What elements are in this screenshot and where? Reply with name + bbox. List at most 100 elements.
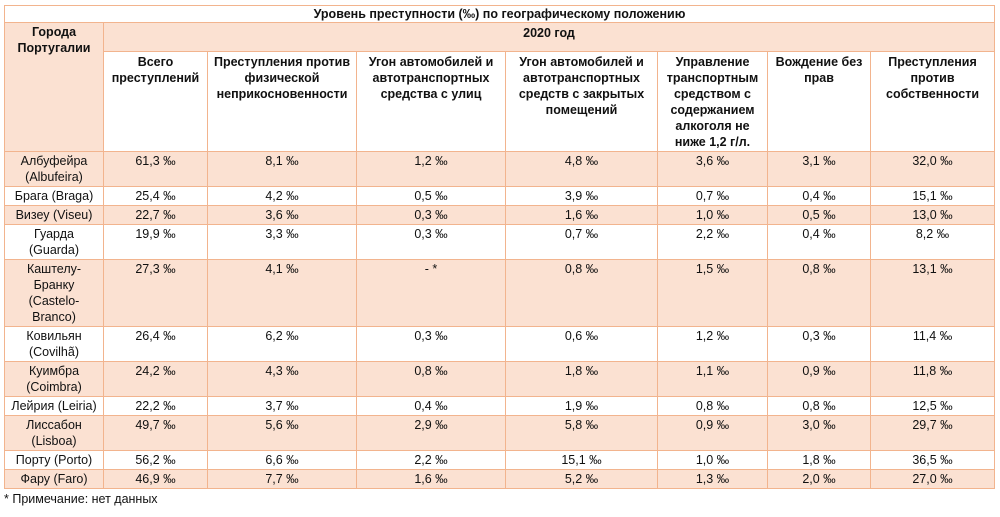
value-cell: 8,2 ‰ (869, 224, 996, 260)
value-cell: 1,2 ‰ (356, 151, 506, 187)
table-row: Лиссабон (Lisboa) 49,7 ‰ 5,6 ‰ 2,9 ‰ 5,8 ‰ 0,… (4, 415, 996, 451)
value-cell: 4,1 ‰ (207, 259, 357, 327)
value-cell: 0,8 ‰ (505, 259, 658, 327)
value-cell: 22,7 ‰ (103, 205, 208, 225)
crime-rate-table: Уровень преступности (‰) по географическ… (3, 5, 996, 489)
value-cell: 32,0 ‰ (869, 151, 996, 187)
column-header: Преступления против физической неприкосн… (207, 51, 357, 152)
column-header: Всего преступлений (103, 51, 208, 152)
value-cell: 0,8 ‰ (356, 361, 506, 397)
value-cell: 0,8 ‰ (767, 259, 871, 327)
value-cell: 3,7 ‰ (207, 396, 357, 416)
value-cell: 27,0 ‰ (869, 469, 996, 489)
column-header: Вождение без прав (767, 51, 871, 152)
table-row: Гуарда (Guarda) 19,9 ‰ 3,3 ‰ 0,3 ‰ 0,7 ‰ 2,2 … (4, 224, 996, 260)
value-cell: 24,2 ‰ (103, 361, 208, 397)
value-cell: 0,3 ‰ (767, 326, 871, 362)
value-cell: 56,2 ‰ (103, 450, 208, 470)
value-cell: 5,2 ‰ (505, 469, 658, 489)
value-cell: 6,2 ‰ (207, 326, 357, 362)
column-header: Преступления против собственности (869, 51, 996, 152)
value-cell: 4,2 ‰ (207, 186, 357, 206)
table-row: Лейрия (Leiria) 22,2 ‰ 3,7 ‰ 0,4 ‰ 1,9 ‰ 0,8 … (4, 396, 996, 416)
city-cell: Албуфейра (Albufeira) (4, 151, 104, 187)
value-cell: 61,3 ‰ (103, 151, 208, 187)
column-header: Угон автомобилей и автотранспортных сред… (356, 51, 506, 152)
value-cell: 29,7 ‰ (869, 415, 996, 451)
value-cell: 13,1 ‰ (869, 259, 996, 327)
value-cell: 1,3 ‰ (657, 469, 768, 489)
value-cell: 0,4 ‰ (767, 224, 871, 260)
value-cell: 6,6 ‰ (207, 450, 357, 470)
value-cell: 13,0 ‰ (869, 205, 996, 225)
value-cell: 2,2 ‰ (657, 224, 768, 260)
value-cell: 0,7 ‰ (505, 224, 658, 260)
table-row: Каштелу-Бранку (Castelo-Branco) 27,3 ‰ 4,1… (4, 259, 996, 327)
value-cell: 0,4 ‰ (767, 186, 871, 206)
value-cell: 0,5 ‰ (767, 205, 871, 225)
city-column-header: Города Португалии (4, 22, 104, 152)
city-cell: Ковильян (Covilhã) (4, 326, 104, 362)
table-row: Фару (Faro) 46,9 ‰ 7,7 ‰ 1,6 ‰ 5,2 ‰ 1,3 ‰ 2,0… (4, 469, 996, 489)
value-cell: 0,3 ‰ (356, 326, 506, 362)
value-cell: 1,0 ‰ (657, 450, 768, 470)
value-cell: 26,4 ‰ (103, 326, 208, 362)
city-cell: Визеу (Viseu) (4, 205, 104, 225)
value-cell: 0,9 ‰ (657, 415, 768, 451)
value-cell: 15,1 ‰ (869, 186, 996, 206)
value-cell: 1,8 ‰ (767, 450, 871, 470)
value-cell: 4,8 ‰ (505, 151, 658, 187)
footnote: * Примечание: нет данных (4, 492, 158, 506)
value-cell: 3,3 ‰ (207, 224, 357, 260)
column-header: Угон автомобилей и автотранспортных сред… (505, 51, 658, 152)
value-cell: 5,6 ‰ (207, 415, 357, 451)
value-cell: 0,7 ‰ (657, 186, 768, 206)
value-cell: 0,5 ‰ (356, 186, 506, 206)
value-cell: 46,9 ‰ (103, 469, 208, 489)
column-header: Управление транспортным средством с соде… (657, 51, 768, 152)
table-row: Визеу (Viseu) 22,7 ‰ 3,6 ‰ 0,3 ‰ 1,6 ‰ 1,0 ‰ 0… (4, 205, 996, 225)
value-cell: 22,2 ‰ (103, 396, 208, 416)
value-cell: 11,8 ‰ (869, 361, 996, 397)
value-cell: 27,3 ‰ (103, 259, 208, 327)
table-row: Брага (Braga) 25,4 ‰ 4,2 ‰ 0,5 ‰ 3,9 ‰ 0,7 ‰ 0… (4, 186, 996, 206)
city-cell: Гуарда (Guarda) (4, 224, 104, 260)
value-cell: 8,1 ‰ (207, 151, 357, 187)
value-cell: 1,0 ‰ (657, 205, 768, 225)
value-cell: 25,4 ‰ (103, 186, 208, 206)
city-cell: Брага (Braga) (4, 186, 104, 206)
table-row: Куимбра (Coimbra) 24,2 ‰ 4,3 ‰ 0,8 ‰ 1,8 ‰ 1,… (4, 361, 996, 397)
value-cell: 0,3 ‰ (356, 224, 506, 260)
table-row: Порту (Porto) 56,2 ‰ 6,6 ‰ 2,2 ‰ 15,1 ‰ 1,0 ‰… (4, 450, 996, 470)
value-cell: 4,3 ‰ (207, 361, 357, 397)
value-cell: 3,6 ‰ (657, 151, 768, 187)
value-cell: 0,4 ‰ (356, 396, 506, 416)
value-cell: 7,7 ‰ (207, 469, 357, 489)
city-cell: Лейрия (Leiria) (4, 396, 104, 416)
value-cell: 1,6 ‰ (505, 205, 658, 225)
table-body: Албуфейра (Albufeira) 61,3 ‰ 8,1 ‰ 1,2 ‰ 4,8… (4, 151, 996, 489)
city-cell: Куимбра (Coimbra) (4, 361, 104, 397)
value-cell: 3,0 ‰ (767, 415, 871, 451)
table-title: Уровень преступности (‰) по географическ… (3, 5, 996, 23)
document: Уровень преступности (‰) по географическ… (3, 5, 996, 506)
table-row: Албуфейра (Albufeira) 61,3 ‰ 8,1 ‰ 1,2 ‰ 4,8… (4, 151, 996, 187)
column-header-row: Всего преступлений Преступления против фи… (5, 51, 996, 152)
value-cell: 1,9 ‰ (505, 396, 658, 416)
value-cell: 2,0 ‰ (767, 469, 871, 489)
value-cell: 1,1 ‰ (657, 361, 768, 397)
value-cell: 1,6 ‰ (356, 469, 506, 489)
value-cell: 3,1 ‰ (767, 151, 871, 187)
city-cell: Фару (Faro) (4, 469, 104, 489)
city-cell: Каштелу-Бранку (Castelo-Branco) (4, 259, 104, 327)
value-cell: 2,9 ‰ (356, 415, 506, 451)
value-cell: 1,2 ‰ (657, 326, 768, 362)
value-cell: 49,7 ‰ (103, 415, 208, 451)
value-cell: 0,9 ‰ (767, 361, 871, 397)
year-header: 2020 год (102, 22, 996, 52)
city-cell: Лиссабон (Lisboa) (4, 415, 104, 451)
value-cell: 3,6 ‰ (207, 205, 357, 225)
value-cell: 0,6 ‰ (505, 326, 658, 362)
city-cell: Порту (Porto) (4, 450, 104, 470)
value-cell: 5,8 ‰ (505, 415, 658, 451)
